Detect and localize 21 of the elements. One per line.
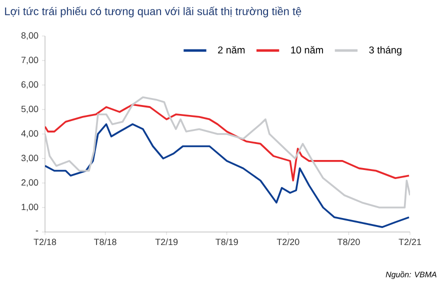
y-tick-label: 1,00 <box>22 204 38 212</box>
legend-label: 3 tháng <box>369 46 402 56</box>
y-tick-label: 8,00 <box>21 32 38 40</box>
y-tick-label: 4,00 <box>21 130 38 138</box>
x-tick-label: T8/19 <box>216 238 238 246</box>
y-tick-label: 5,00 <box>21 106 38 114</box>
line-series <box>45 104 410 182</box>
x-tick-label: T2/21 <box>398 238 422 246</box>
y-tick-label: 7,00 <box>21 56 38 64</box>
x-tick-label: T8/20 <box>337 238 360 246</box>
y-tick-label: 3,00 <box>21 154 38 162</box>
x-tick-label: T2/18 <box>34 238 56 246</box>
x-tick-label: T2/19 <box>155 238 178 246</box>
x-tick-label: T2/20 <box>276 238 300 246</box>
y-tick-label: 2,00 <box>21 179 38 187</box>
chart-title: Lợi tức trái phiếu có tương quan với lãi suất thị trường tiền tệ <box>5 6 302 18</box>
legend-label: 2 năm <box>218 46 245 54</box>
legend-label: 10 năm <box>291 46 323 54</box>
y-tick-label: 6,00 <box>21 81 38 89</box>
x-tick-label: T8/18 <box>94 238 116 246</box>
y-tick-label: - <box>36 230 38 232</box>
